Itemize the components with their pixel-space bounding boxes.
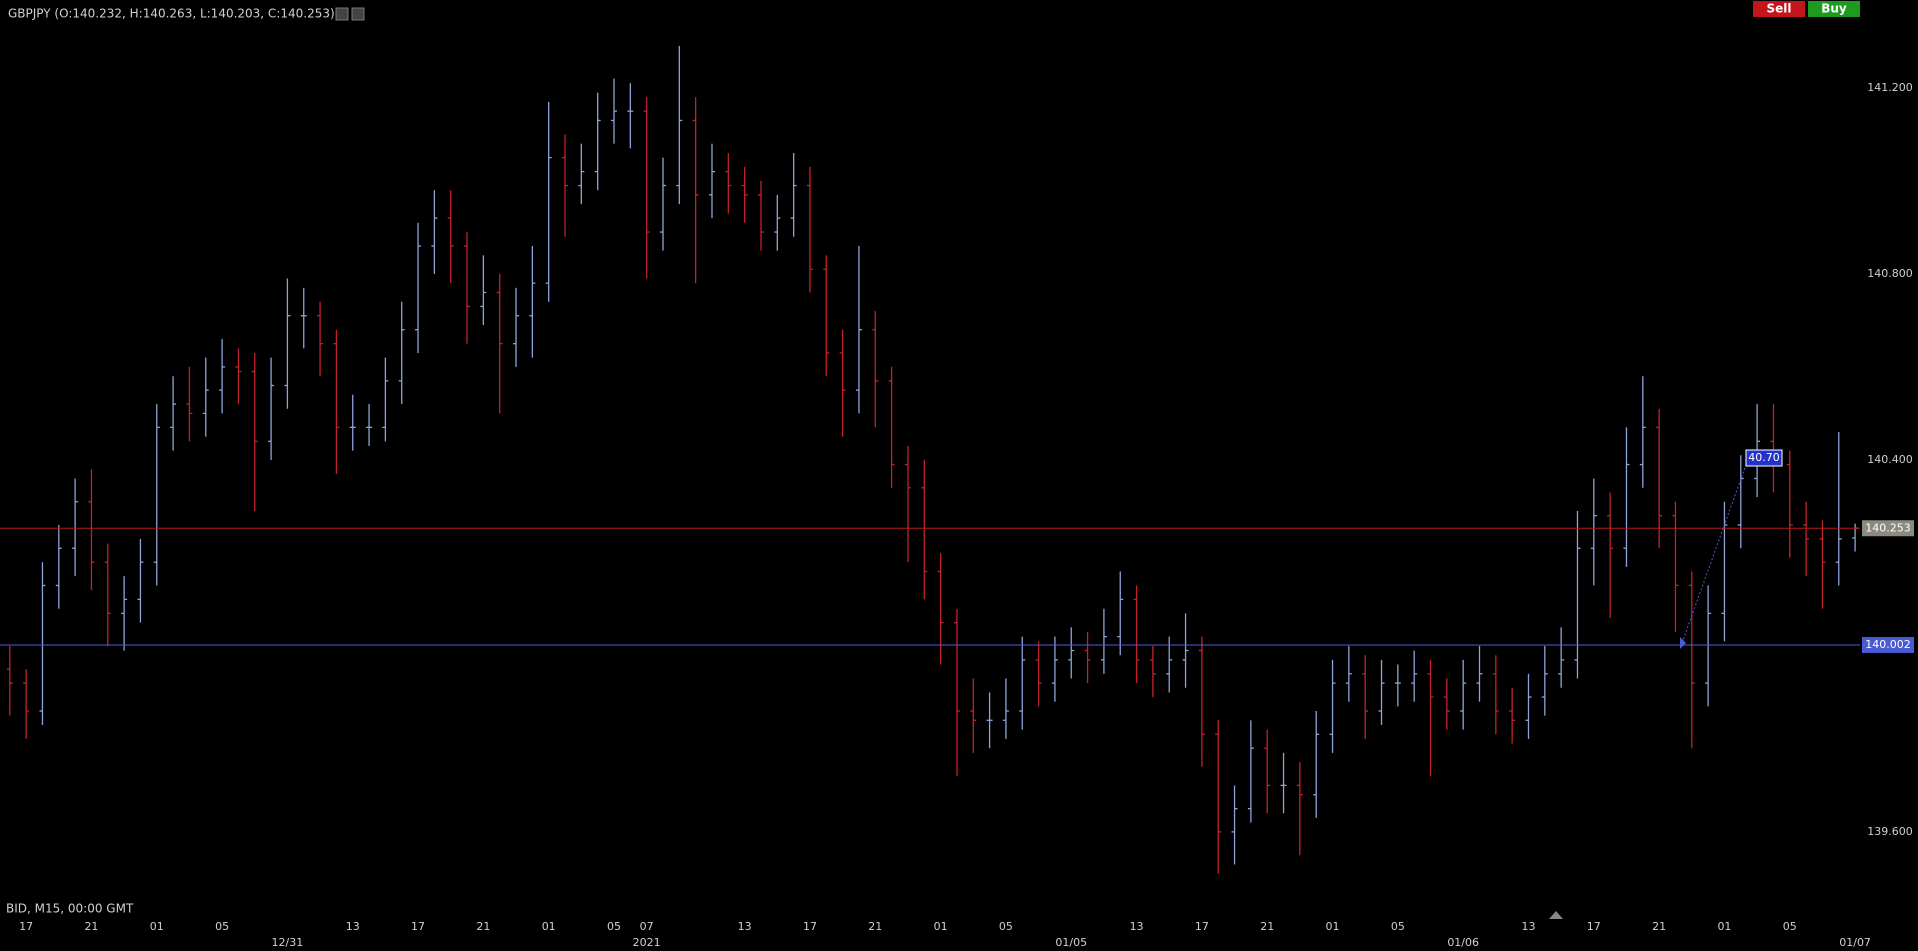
x-tick-label: 01 — [150, 920, 164, 933]
x-tick-label: 13 — [1130, 920, 1144, 933]
buy-button[interactable]: Buy — [1808, 1, 1860, 17]
x-tick-label: 21 — [1260, 920, 1274, 933]
buy-bg[interactable] — [1808, 1, 1860, 17]
sell-bg[interactable] — [1753, 1, 1805, 17]
x-tick-label: 01 — [1326, 920, 1340, 933]
x-tick-label: 21 — [868, 920, 882, 933]
annotation-anchor — [1680, 637, 1686, 649]
x-tick-label: 05 — [1391, 920, 1405, 933]
price-label-bg — [1862, 636, 1914, 653]
buy-label[interactable]: Buy — [1821, 2, 1847, 16]
x-tick-label: 05 — [607, 920, 621, 933]
x-date-label: 01/07 — [1839, 936, 1871, 949]
close-icon[interactable] — [351, 7, 365, 21]
price-label: 140.002 — [1865, 638, 1911, 651]
x-tick-label: 05 — [999, 920, 1013, 933]
y-tick-label: 140.800 — [1867, 267, 1913, 280]
symbol-ohlc: GBPJPY (O:140.232, H:140.263, L:140.203,… — [8, 7, 335, 21]
x-tick-label: 21 — [84, 920, 98, 933]
scroll-marker[interactable] — [1549, 911, 1563, 919]
x-tick-label: 21 — [476, 920, 490, 933]
sell-button[interactable]: Sell — [1753, 1, 1805, 17]
x-tick-label: 01 — [542, 920, 556, 933]
x-tick-label: 05 — [215, 920, 229, 933]
x-tick-label: 17 — [19, 920, 33, 933]
x-tick-label: 01 — [934, 920, 948, 933]
x-tick-label: 13 — [1521, 920, 1535, 933]
footer-info: BID, M15, 00:00 GMT — [6, 902, 134, 916]
x-tick-label: 13 — [346, 920, 360, 933]
annotation-bg — [1745, 449, 1783, 467]
x-tick-label: 17 — [1587, 920, 1601, 933]
x-date-label: 01/05 — [1055, 936, 1087, 949]
y-tick-label: 139.600 — [1867, 825, 1913, 838]
x-date-label: 2021 — [633, 936, 661, 949]
annotation-label: 40.70 — [1748, 451, 1780, 464]
price-label: 140.253 — [1865, 521, 1911, 534]
sell-label[interactable]: Sell — [1766, 2, 1791, 16]
x-tick-label: 17 — [411, 920, 425, 933]
price-label-bg — [1862, 520, 1914, 537]
x-date-label: 01/06 — [1447, 936, 1479, 949]
y-tick-label: 140.400 — [1867, 453, 1913, 466]
x-tick-label: 01 — [1717, 920, 1731, 933]
x-tick-label: 07 — [640, 920, 654, 933]
x-tick-label: 17 — [1195, 920, 1209, 933]
settings-icon[interactable] — [335, 7, 349, 21]
x-tick-label: 05 — [1783, 920, 1797, 933]
x-tick-label: 21 — [1652, 920, 1666, 933]
x-tick-label: 17 — [803, 920, 817, 933]
y-tick-label: 141.200 — [1867, 81, 1913, 94]
x-date-label: 12/31 — [272, 936, 304, 949]
x-tick-label: 13 — [738, 920, 752, 933]
annotation-line — [1681, 461, 1748, 644]
